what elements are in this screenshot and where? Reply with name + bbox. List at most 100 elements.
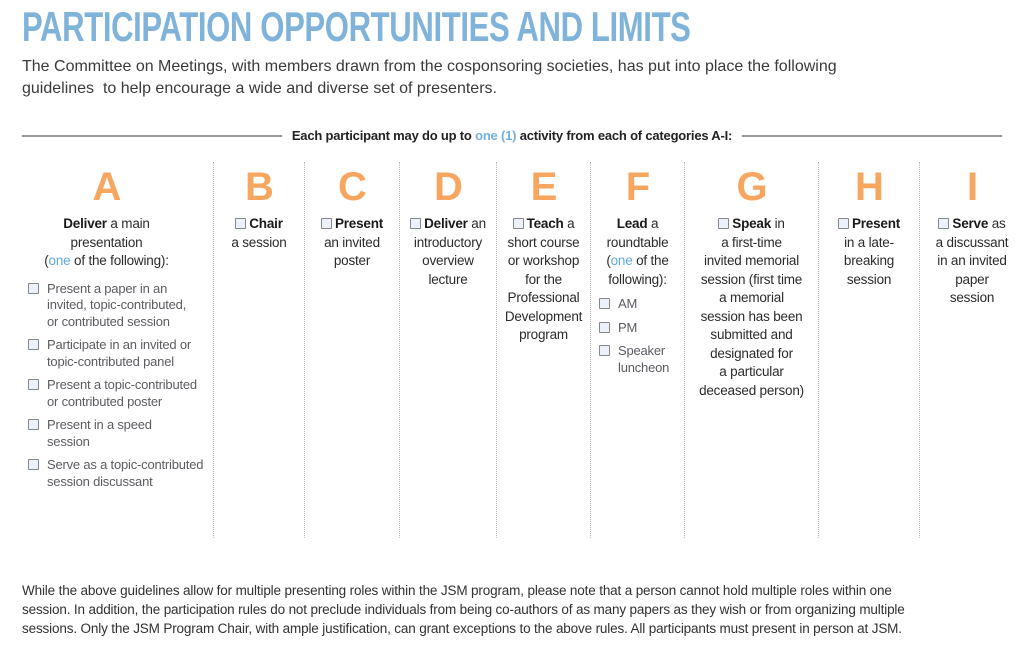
checkbox-item[interactable]: Participate in an invited or topic-contri… (28, 337, 211, 370)
checkbox-icon[interactable] (320, 218, 332, 229)
header-text: ( (606, 253, 611, 268)
checkbox-icon[interactable] (599, 321, 610, 333)
category-column-c: C Present an invited poster (304, 162, 399, 538)
header-text: paper (955, 271, 989, 287)
checkbox-icon[interactable] (837, 218, 849, 229)
checkbox-icon[interactable] (28, 419, 39, 430)
header-text: of the following): (70, 253, 169, 268)
header-text: following): (608, 271, 667, 287)
header-line: an invited (305, 234, 399, 253)
header-text: in a late- (844, 234, 894, 250)
category-column-i: I Serve as a discussant in an invited paper s… (919, 162, 1024, 538)
checkbox-item[interactable]: Present in a speed session (28, 417, 211, 450)
category-column-b: B Chair a session (213, 162, 304, 538)
header-text: Teach (526, 216, 564, 231)
header-text: a particular (719, 364, 784, 379)
checkbox-icon[interactable] (28, 379, 39, 390)
checkbox-icon[interactable] (410, 218, 422, 229)
divider-line-right (742, 134, 1002, 137)
header-line: poster (305, 252, 399, 271)
category-letter: C (338, 165, 367, 209)
checkbox-item-label: Present in a speed session (47, 417, 211, 450)
checkbox-icon[interactable] (938, 218, 950, 229)
category-header: Present in a late-breaking session (819, 215, 919, 289)
header-line: Teach a (497, 215, 590, 234)
checkbox-item-label: Participate in an invited or topic-contri… (47, 337, 211, 370)
checkbox-icon[interactable] (28, 339, 39, 350)
header-text: Serve (952, 216, 989, 231)
header-line: designated for (685, 345, 818, 364)
header-line: Professional (497, 289, 590, 308)
header-text: Present (851, 216, 901, 231)
header-line: Present (819, 215, 919, 234)
checkbox-item-line: PM (618, 319, 638, 335)
header-text: a (563, 216, 575, 231)
header-line: introductory (400, 234, 496, 253)
header-text: session (first time (700, 271, 803, 287)
checkbox-item[interactable]: Serve as a topic-contributed session disc… (28, 457, 211, 490)
header-line: a discussant (920, 234, 1024, 253)
checkbox-item-label: Speaker luncheon (618, 343, 684, 376)
header-text: for the (525, 271, 562, 287)
header-line: Deliver an (400, 215, 496, 234)
category-column-d: D Deliver an introductory overview lecture (399, 162, 496, 538)
checkbox-item-line: session (47, 433, 90, 449)
category-letter: H (855, 165, 884, 209)
divider-text-post: activity from each of categories A-I: (516, 128, 733, 143)
checkbox-icon[interactable] (512, 218, 524, 229)
category-items: AM PM Speaker luncheon (591, 296, 684, 376)
checkbox-item-line: or contributed poster (47, 393, 163, 409)
header-text: Professional (507, 290, 580, 305)
category-letter: F (625, 165, 650, 209)
checkbox-item-line: Serve as a topic-contributed (47, 457, 204, 472)
category-column-h: H Present in a late-breaking session (818, 162, 919, 538)
header-text: Chair (249, 216, 283, 231)
header-line: following): (591, 271, 684, 290)
header-text: in an invited (937, 253, 1007, 268)
header-line: in a late- (819, 234, 919, 253)
header-line: overview (400, 252, 496, 271)
checkbox-icon[interactable] (28, 459, 39, 470)
divider-line-left (22, 134, 282, 137)
checkbox-icon[interactable] (718, 218, 730, 229)
header-text: breaking (843, 253, 895, 268)
checkbox-item-line: invited, topic-contributed, (47, 297, 187, 312)
checkbox-item[interactable]: Speaker luncheon (599, 343, 684, 376)
header-line: session (920, 289, 1024, 308)
category-header: Lead a roundtable (one of the following): (591, 215, 684, 289)
checkbox-item-line: AM (618, 296, 638, 311)
header-text: invited memorial (703, 253, 800, 268)
header-line: lecture (400, 271, 496, 290)
checkbox-icon[interactable] (599, 345, 610, 356)
header-text: deceased person) (699, 382, 804, 398)
checkbox-item-line: Speaker (618, 343, 666, 358)
header-text: Speak (732, 216, 772, 231)
header-text: a discussant (935, 234, 1009, 250)
category-column-g: G Speak in a first-time invited memorial ses… (684, 162, 818, 538)
checkbox-item[interactable]: Present a topic-contributed or contribute… (28, 377, 211, 410)
header-text: one (610, 253, 633, 268)
header-text: roundtable (606, 234, 669, 250)
header-text: overview (422, 253, 474, 268)
checkbox-icon[interactable] (599, 298, 610, 309)
header-line: in an invited (920, 252, 1024, 271)
category-letter: D (434, 165, 463, 209)
checkbox-item-line: session discussant (47, 473, 153, 489)
checkbox-item[interactable]: PM (599, 320, 684, 337)
category-header: Deliver an introductory overview lecture (400, 215, 496, 289)
category-column-a: A Deliver a main presentation (one of the f… (0, 162, 213, 538)
header-text: an (467, 216, 486, 231)
header-text: in (771, 216, 785, 231)
checkbox-icon[interactable] (28, 282, 39, 294)
category-header: Teach a short course or workshop for the Pro… (497, 215, 590, 345)
header-text: poster (333, 253, 371, 268)
category-header: Speak in a first-time invited memorial sess… (685, 215, 818, 400)
checkbox-item-line: Participate in an invited or (47, 337, 191, 352)
header-text: presentation (70, 234, 143, 250)
header-line: (one of the following): (0, 252, 213, 271)
header-text: Development (504, 308, 583, 324)
checkbox-item[interactable]: Present a paper in an invited, topic-cont… (28, 281, 211, 331)
checkbox-icon[interactable] (235, 218, 247, 229)
checkbox-item[interactable]: AM (599, 296, 684, 313)
